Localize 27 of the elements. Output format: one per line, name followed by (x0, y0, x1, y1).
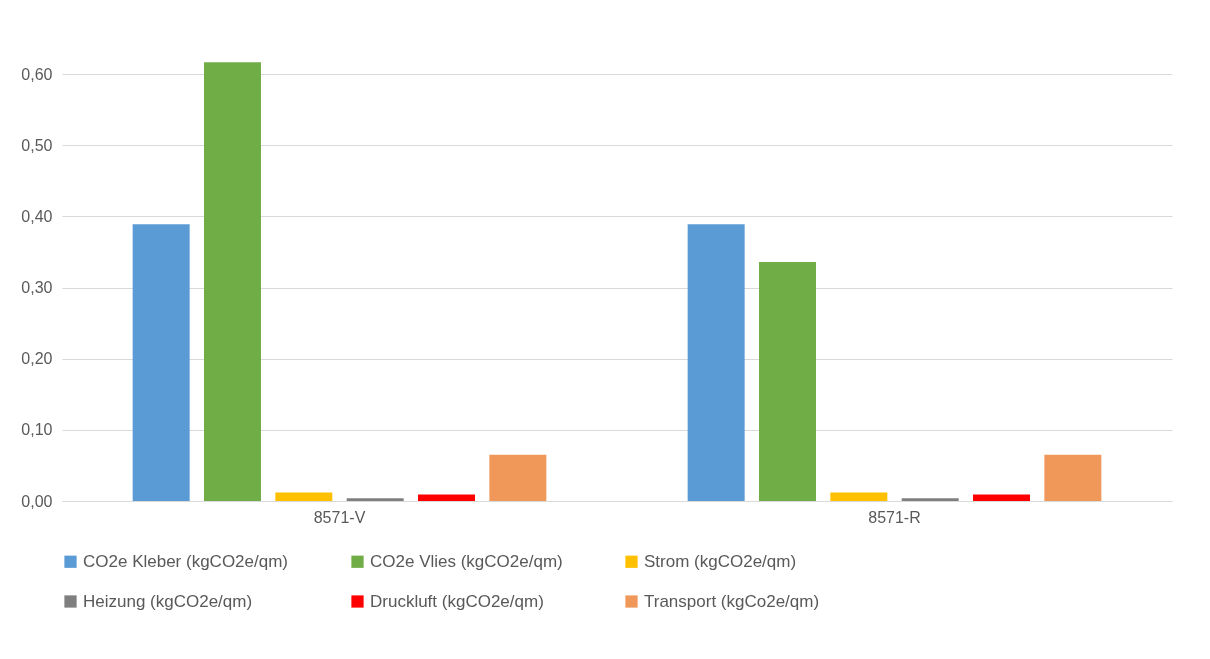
bar (346, 498, 404, 501)
bar (203, 62, 261, 501)
bar (687, 224, 745, 501)
legend-label: Transport (kgCo2e/qm) (644, 591, 820, 611)
bar (973, 494, 1031, 501)
bar (758, 262, 816, 501)
bar (132, 224, 190, 501)
y-tick-label: 0,10 (21, 421, 53, 439)
bar (275, 492, 333, 501)
y-tick-label: 0,60 (21, 65, 53, 83)
legend-label: CO2e Vlies (kgCO2e/qm) (370, 551, 563, 571)
legend-label: Strom (kgCO2e/qm) (644, 551, 797, 571)
x-tick-label: 8571-V (313, 508, 366, 526)
y-tick-label: 0,20 (21, 350, 53, 368)
x-tick-label: 8571-R (868, 508, 921, 526)
bar (901, 498, 959, 501)
legend-label: Heizung (kgCO2e/qm) (83, 591, 253, 611)
legend-label: Druckluft (kgCO2e/qm) (370, 591, 544, 611)
y-tick-label: 0,30 (21, 279, 53, 297)
bar (418, 494, 476, 501)
y-tick-label: 0,50 (21, 136, 53, 154)
bar (1044, 454, 1102, 501)
y-tick-label: 0,40 (21, 207, 53, 225)
y-tick-label: 0,00 (21, 492, 53, 510)
bar (489, 454, 547, 501)
bar (830, 492, 888, 501)
legend-label: CO2e Kleber (kgCO2e/qm) (83, 551, 289, 571)
